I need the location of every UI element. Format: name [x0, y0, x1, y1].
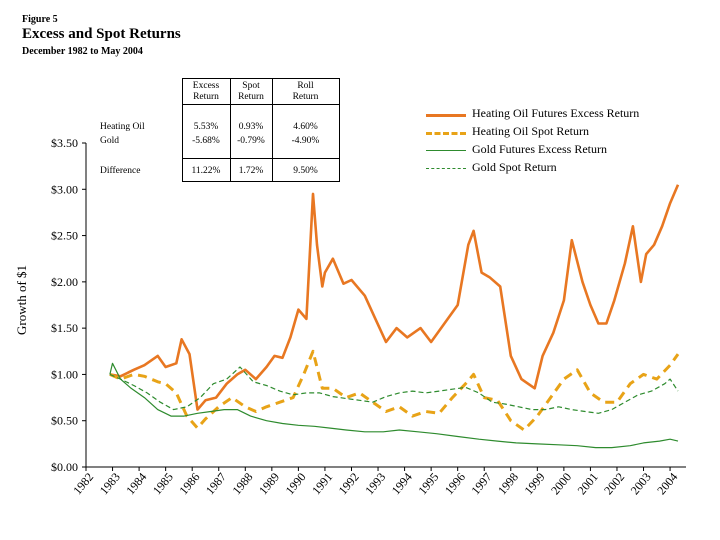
- x-tick-label: 2003: [628, 470, 654, 497]
- row-label-heating-oil: Heating Oil: [100, 122, 145, 132]
- series-line-3: [109, 366, 679, 414]
- returns-table: Excess Return Spot Return Roll Return Heati…: [96, 78, 340, 182]
- table-rule: [182, 78, 340, 79]
- y-tick-label: $1.00: [51, 367, 78, 381]
- table-cell: -5.68%: [192, 136, 220, 146]
- x-tick-label: 1999: [521, 470, 547, 497]
- table-divider: [272, 78, 273, 182]
- y-tick-label: $1.50: [51, 321, 78, 335]
- table-divider: [230, 78, 231, 182]
- legend-swatch: [426, 150, 466, 151]
- y-tick-label: $2.00: [51, 275, 78, 289]
- series-line-1: [109, 349, 680, 432]
- y-tick-label: $0.50: [51, 414, 78, 428]
- table-divider: [339, 78, 340, 182]
- col-header-roll: Roll Return: [292, 81, 319, 102]
- col-header-excess: Excess Return: [192, 81, 220, 102]
- legend-swatch: [426, 114, 466, 117]
- table-cell: -4.90%: [291, 136, 320, 146]
- x-tick-label: 2002: [601, 470, 627, 497]
- y-tick-label: $2.50: [51, 229, 78, 243]
- series-line-0: [109, 184, 680, 411]
- x-tick-label: 1988: [229, 470, 255, 497]
- x-tick-label: 1987: [203, 470, 229, 497]
- row-label-difference: Difference: [100, 166, 141, 176]
- table-cell: -0.79%: [237, 136, 265, 146]
- x-tick-label: 1996: [442, 470, 468, 497]
- legend-swatch: [426, 168, 466, 169]
- x-tick-label: 1986: [176, 470, 202, 497]
- table-rule: [182, 181, 340, 182]
- x-tick-label: 1995: [415, 470, 441, 497]
- chart-title: Excess and Spot Returns: [22, 26, 181, 42]
- table-rule: [182, 104, 340, 105]
- table-rule: [182, 158, 340, 159]
- y-tick-label: $3.00: [51, 182, 78, 196]
- col-header-spot: Spot Return: [238, 81, 264, 102]
- x-tick-label: 1991: [309, 470, 335, 497]
- x-tick-label: 1984: [123, 470, 149, 497]
- legend-label: Gold Spot Return: [472, 160, 557, 174]
- chart-subtitle: December 1982 to May 2004: [22, 46, 143, 57]
- series-line-2: [109, 362, 679, 449]
- table-cell: 5.53%: [193, 122, 219, 132]
- x-tick-label: 1998: [495, 470, 521, 497]
- table-cell: 4.60%: [293, 122, 318, 132]
- table-divider: [182, 78, 183, 182]
- table-cell: 0.93%: [238, 122, 264, 132]
- y-tick-label: $0.00: [51, 460, 78, 474]
- legend-swatch: [426, 132, 466, 135]
- x-tick-label: 1983: [97, 470, 123, 497]
- row-label-gold: Gold: [100, 136, 119, 146]
- legend-label: Gold Futures Excess Return: [472, 142, 607, 156]
- x-tick-label: 1982: [70, 470, 96, 497]
- table-cell: 11.22%: [191, 166, 221, 176]
- x-tick-label: 1985: [150, 470, 176, 497]
- x-tick-label: 2001: [575, 470, 601, 497]
- x-tick-label: 1997: [468, 470, 494, 497]
- figure-number: Figure 5: [22, 14, 58, 25]
- x-tick-label: 1989: [256, 470, 282, 497]
- x-tick-label: 1993: [362, 470, 388, 497]
- table-cell: 9.50%: [293, 166, 318, 176]
- y-tick-label: $3.50: [51, 136, 78, 150]
- legend-label: Heating Oil Futures Excess Return: [472, 106, 640, 120]
- table-cell: 1.72%: [238, 166, 264, 176]
- x-tick-label: 2004: [654, 470, 680, 497]
- x-tick-label: 2000: [548, 470, 574, 497]
- x-tick-label: 1992: [336, 470, 362, 497]
- legend-label: Heating Oil Spot Return: [472, 124, 589, 138]
- x-tick-label: 1994: [389, 470, 415, 497]
- x-tick-label: 1990: [283, 470, 309, 497]
